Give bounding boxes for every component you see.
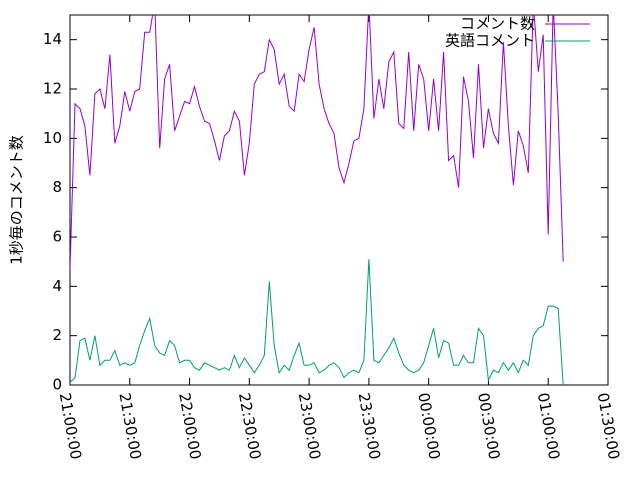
x-tick-label: 00:30:00 [474,391,503,460]
y-tick-label: 12 [43,80,62,98]
plot-frame [69,14,609,386]
x-tick-label: 23:00:00 [295,391,324,460]
legend-label: コメント数 [460,15,535,33]
y-tick-label: 10 [43,129,62,147]
y-tick-label: 4 [52,277,62,295]
x-tick-label: 01:30:00 [594,391,623,460]
x-tick-label: 21:30:00 [115,391,144,460]
y-tick-label: 6 [52,228,62,246]
y-tick-label: 0 [52,376,62,394]
series-line [70,15,564,270]
x-tick-label: 23:30:00 [355,391,384,460]
y-tick-label: 2 [52,326,62,344]
x-tick-label: 00:00:00 [414,391,443,460]
y-tick-label: 14 [43,30,62,48]
x-tick-label: 01:00:00 [534,391,563,460]
series-line [70,259,564,385]
y-axis-label: 1秒毎のコメント数 [8,135,26,265]
x-tick-label: 22:30:00 [235,391,264,460]
x-tick-label: 22:00:00 [175,391,204,460]
legend-label: 英語コメント [445,32,535,50]
y-tick-label: 8 [52,178,62,196]
x-tick-label: 21:00:00 [56,391,85,460]
